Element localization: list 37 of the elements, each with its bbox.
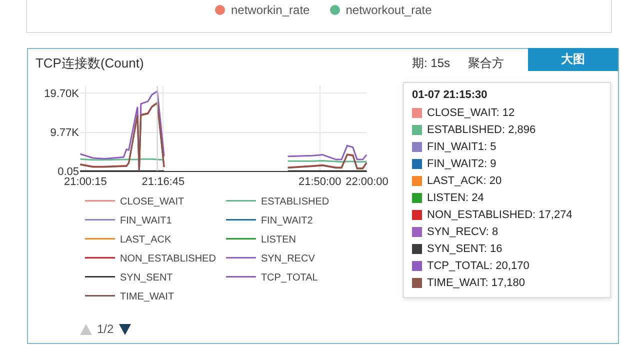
text: NON_ESTABLISHED: 17,274 xyxy=(427,208,572,220)
legend-label: FIN_WAIT1 xyxy=(120,216,172,227)
legend-label: LISTEN xyxy=(260,234,296,246)
text: FIN_WAIT1: 5 xyxy=(427,140,496,152)
y-tick-label: 9.77K xyxy=(50,127,80,140)
y-tick-label: 0.05 xyxy=(58,166,79,178)
legend-label: NON_ESTABLISHED xyxy=(120,254,216,265)
y-tick-label: 19.70K xyxy=(44,88,80,100)
legend-label: SYN_SENT xyxy=(120,272,173,284)
text: SYN_SENT: 16 xyxy=(427,242,502,254)
text: TCP_TOTAL: 20,170 xyxy=(427,260,530,272)
legend-label: FIN_WAIT2 xyxy=(260,216,314,227)
text: SYN_RECV: 8 xyxy=(427,226,498,238)
x-tick-label: 21:16:45 xyxy=(142,176,185,188)
text: FIN_WAIT2: 9 xyxy=(427,158,496,170)
text: 01-07 21:15:30 xyxy=(412,89,488,101)
legend-label: SYN_RECV xyxy=(260,254,316,265)
text: 聚合方 xyxy=(468,55,504,72)
text: LISTEN: 24 xyxy=(427,192,484,204)
text: TIME_WAIT: 17,180 xyxy=(427,276,526,288)
chart-title: TCP连接数(Count) xyxy=(35,55,144,70)
text: 期: 15s xyxy=(412,55,450,72)
legend-label: LAST_ACK xyxy=(120,234,172,246)
text: LAST_ACK: 20 xyxy=(427,174,502,186)
legend-label: CLOSE_WAIT xyxy=(120,196,184,208)
text: ESTABLISHED: 2,896 xyxy=(427,124,536,136)
legend-label: TIME_WAIT xyxy=(120,292,174,303)
x-tick-label: 21:50:00 xyxy=(298,176,342,188)
text: networkout_rate xyxy=(346,3,432,17)
legend-label: TCP_TOTAL xyxy=(260,272,318,284)
text: 大图 xyxy=(528,48,618,71)
x-tick-label: 21:00:15 xyxy=(64,176,107,188)
text: 1/2 xyxy=(97,322,114,336)
text: networkin_rate xyxy=(231,3,310,17)
text: CLOSE_WAIT: 12 xyxy=(427,106,515,118)
x-tick-label: 22:00:00 xyxy=(346,176,388,188)
legend-label: ESTABLISHED xyxy=(260,196,330,208)
